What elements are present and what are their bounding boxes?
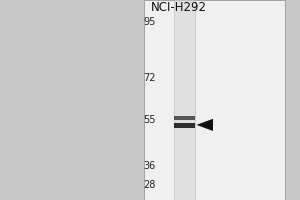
Text: 36: 36: [144, 161, 156, 171]
Text: NCI-H292: NCI-H292: [151, 1, 207, 14]
Bar: [144, 0, 285, 200]
Text: 95: 95: [144, 17, 156, 27]
Text: 72: 72: [143, 73, 156, 83]
Text: 28: 28: [144, 180, 156, 190]
Bar: [174, 116, 195, 120]
Polygon shape: [196, 119, 213, 131]
Bar: [174, 123, 195, 128]
Bar: [174, 0, 195, 200]
Text: 55: 55: [143, 115, 156, 125]
